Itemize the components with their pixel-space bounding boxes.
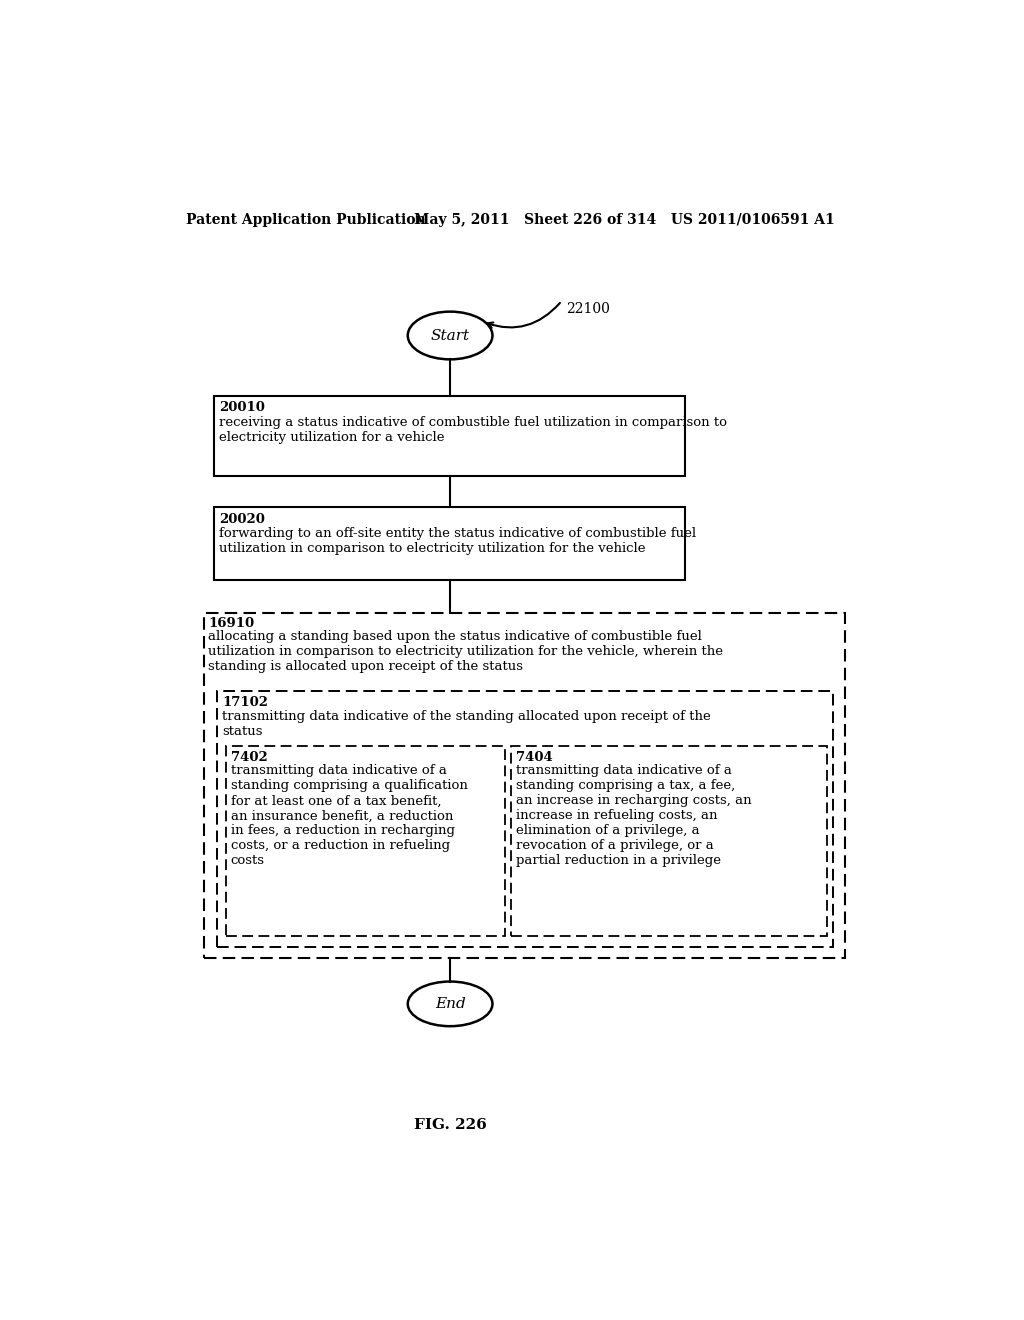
Text: allocating a standing based upon the status indicative of combustible fuel
utili: allocating a standing based upon the sta… xyxy=(208,631,723,673)
Bar xyxy=(217,692,833,946)
Text: 16910: 16910 xyxy=(208,616,254,630)
Text: receiving a status indicative of combustible fuel utilization in comparison to
e: receiving a status indicative of combust… xyxy=(219,416,727,444)
Text: transmitting data indicative of the standing allocated upon receipt of the
statu: transmitting data indicative of the stan… xyxy=(222,710,711,738)
Text: 20010: 20010 xyxy=(219,401,265,414)
Text: transmitting data indicative of a
standing comprising a tax, a fee,
an increase : transmitting data indicative of a standi… xyxy=(515,764,752,867)
Bar xyxy=(214,507,685,581)
Text: 17102: 17102 xyxy=(222,696,268,709)
Text: forwarding to an off-site entity the status indicative of combustible fuel
utili: forwarding to an off-site entity the sta… xyxy=(219,527,696,556)
Text: End: End xyxy=(435,997,466,1011)
Bar xyxy=(214,396,685,477)
Text: Patent Application Publication: Patent Application Publication xyxy=(186,213,426,227)
Text: 20020: 20020 xyxy=(219,512,265,525)
Bar xyxy=(511,746,826,936)
Text: transmitting data indicative of a
standing comprising a qualification
for at lea: transmitting data indicative of a standi… xyxy=(230,764,468,867)
Text: 7404: 7404 xyxy=(515,751,552,763)
Text: FIG. 226: FIG. 226 xyxy=(414,1118,486,1131)
Bar xyxy=(205,612,845,958)
Text: Start: Start xyxy=(430,329,470,342)
Text: 22100: 22100 xyxy=(565,301,609,315)
Text: May 5, 2011   Sheet 226 of 314   US 2011/0106591 A1: May 5, 2011 Sheet 226 of 314 US 2011/010… xyxy=(414,213,835,227)
Text: 7402: 7402 xyxy=(230,751,267,763)
Bar xyxy=(226,746,505,936)
